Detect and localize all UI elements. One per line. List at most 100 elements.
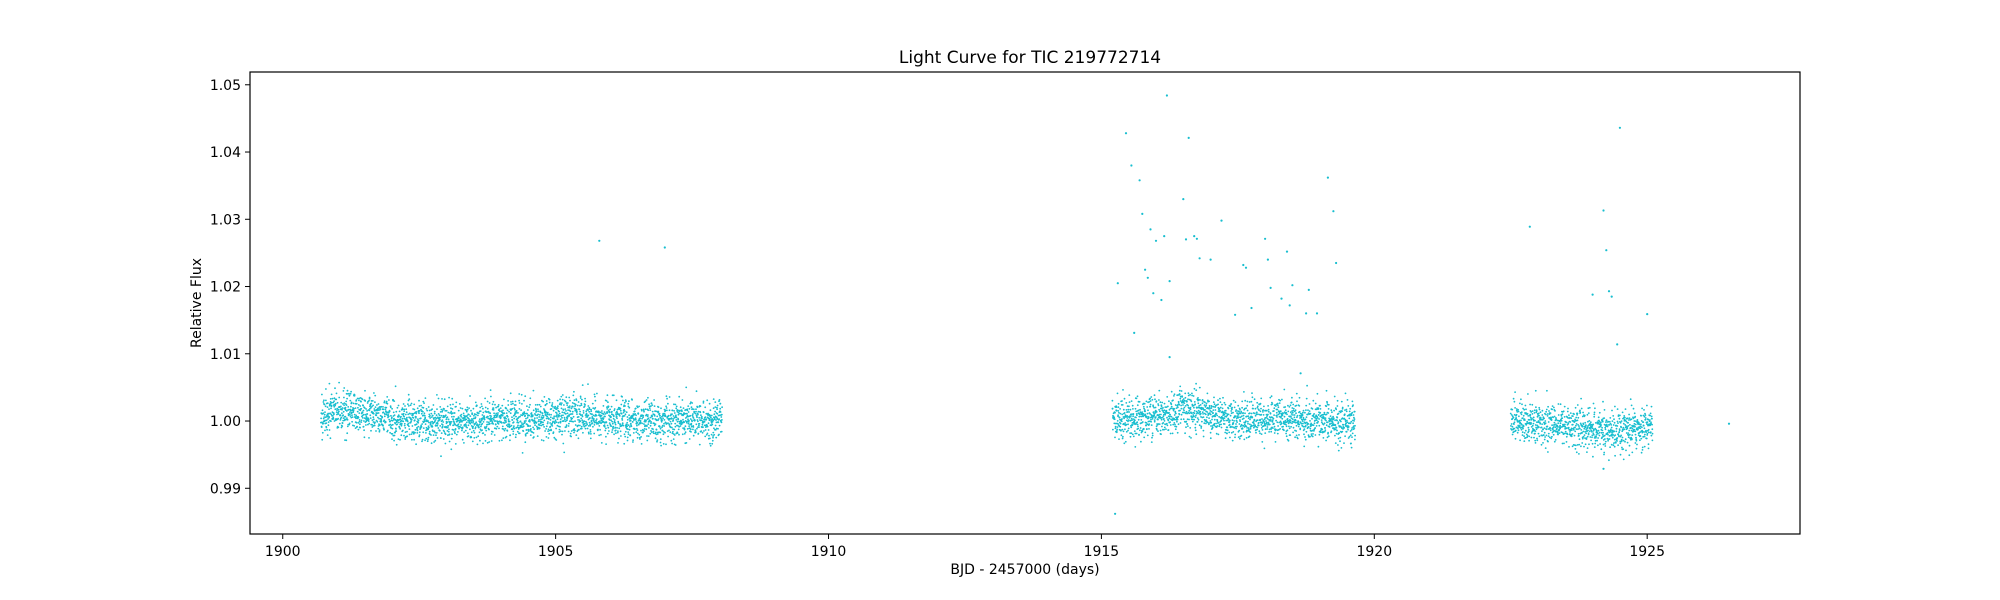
- flux-point: [1270, 430, 1273, 433]
- flux-point: [524, 421, 526, 424]
- flux-point: [1208, 417, 1210, 419]
- flux-point: [1353, 420, 1355, 422]
- flux-point: [1536, 415, 1539, 418]
- flux-point: [1173, 418, 1176, 421]
- flux-point: [451, 415, 453, 418]
- flux-point: [553, 436, 556, 439]
- flux-point: [441, 409, 444, 411]
- flux-point: [1567, 407, 1569, 410]
- flux-point: [1534, 439, 1537, 442]
- flux-point: [687, 422, 690, 425]
- flux-point: [1123, 442, 1126, 445]
- flux-point: [1510, 423, 1513, 425]
- flux-point: [639, 417, 641, 420]
- flux-point: [399, 427, 401, 430]
- flux-point: [1209, 413, 1212, 416]
- flux-point: [1326, 402, 1329, 404]
- flux-point: [1234, 401, 1237, 403]
- flux-point: [1314, 419, 1317, 422]
- flux-point: [1194, 426, 1197, 429]
- flux-point: [657, 418, 660, 420]
- flux-point: [329, 398, 332, 400]
- flux-point: [433, 417, 436, 419]
- flux-point: [522, 430, 525, 432]
- flux-point: [348, 422, 351, 425]
- flux-point: [413, 408, 416, 411]
- flux-point: [705, 433, 708, 436]
- flux-point: [1168, 417, 1171, 420]
- flux-point: [1553, 423, 1556, 426]
- flux-point: [1269, 412, 1272, 415]
- flux-point: [401, 408, 404, 411]
- flux-point: [573, 429, 576, 432]
- flux-point: [1209, 420, 1212, 422]
- flux-point: [1175, 412, 1177, 415]
- flux-point: [359, 405, 362, 407]
- flux-point: [549, 416, 552, 419]
- flux-point: [568, 396, 571, 399]
- flux-point: [613, 409, 616, 412]
- flux-point: [590, 408, 592, 411]
- flux-point: [720, 421, 723, 424]
- flux-point: [1271, 421, 1274, 423]
- flux-point: [1246, 404, 1249, 407]
- flux-point: [325, 426, 328, 429]
- flux-point: [1158, 408, 1160, 411]
- flux-point: [546, 422, 549, 425]
- flux-point: [357, 422, 360, 424]
- flux-point: [611, 422, 614, 425]
- flux-point: [1600, 421, 1602, 424]
- flux-point: [1139, 429, 1141, 432]
- flux-point: [1616, 437, 1619, 439]
- flux-point: [1573, 429, 1575, 431]
- flux-point: [1256, 405, 1259, 408]
- flux-point: [1554, 439, 1557, 441]
- flux-point: [1235, 423, 1237, 425]
- flux-point: [1130, 400, 1133, 402]
- flux-point: [1608, 420, 1611, 423]
- flux-point: [545, 411, 548, 414]
- flux-point: [1532, 422, 1535, 425]
- flux-point: [1624, 438, 1627, 441]
- flux-point: [1143, 428, 1145, 430]
- flux-point: [1597, 416, 1600, 419]
- flux-point: [1617, 422, 1619, 424]
- flux-point: [679, 409, 681, 412]
- flux-point: [617, 422, 620, 424]
- flux-point: [384, 421, 387, 424]
- flux-point: [675, 419, 678, 421]
- flux-point: [329, 437, 332, 440]
- flux-point: [455, 401, 458, 404]
- flux-point: [362, 409, 365, 412]
- flux-point: [1620, 434, 1622, 437]
- flux-point: [678, 395, 681, 398]
- flux-point: [469, 428, 471, 431]
- flux-point: [1553, 415, 1556, 418]
- flux-point: [1619, 421, 1622, 424]
- flux-point: [644, 400, 647, 403]
- flux-point: [721, 419, 723, 421]
- flux-point: [1307, 409, 1309, 411]
- flux-point: [1617, 444, 1619, 447]
- flux-point: [340, 401, 343, 404]
- flux-point: [1278, 402, 1281, 404]
- flux-point: [674, 444, 677, 446]
- flux-point: [653, 405, 656, 407]
- flux-point: [483, 418, 486, 420]
- flux-point: [692, 426, 695, 428]
- flux-point: [1160, 405, 1163, 408]
- flux-point: [659, 414, 661, 417]
- flux-point: [470, 436, 473, 439]
- flux-point: [606, 432, 609, 435]
- flux-point: [584, 424, 587, 427]
- flux-point: [1157, 418, 1159, 421]
- flux-point: [646, 425, 648, 427]
- flux-point: [1514, 391, 1516, 393]
- flux-point: [525, 417, 527, 420]
- flux-point: [355, 399, 358, 401]
- flux-point: [714, 401, 717, 403]
- flux-point: [1210, 421, 1213, 424]
- flux-point: [1349, 434, 1352, 437]
- flux-point: [559, 430, 562, 433]
- flux-point: [459, 407, 462, 409]
